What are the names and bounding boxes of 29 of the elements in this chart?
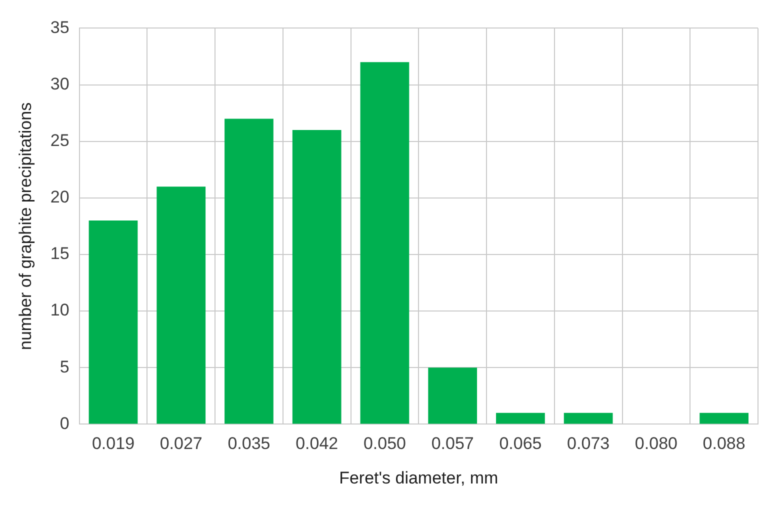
bar [428, 368, 478, 424]
x-tick-label: 0.073 [567, 434, 610, 454]
bar [496, 412, 545, 424]
y-tick-label: 0 [60, 414, 70, 433]
x-tick-label: 0.065 [499, 434, 542, 454]
bar [224, 118, 274, 424]
y-tick-label: 20 [50, 188, 70, 207]
x-tick-label: 0.027 [160, 434, 202, 454]
bar [360, 62, 410, 424]
y-tick-label: 15 [50, 244, 70, 264]
y-axis-title: number of graphite precipitations [16, 102, 35, 350]
bar [292, 130, 342, 424]
x-tick-label: 0.035 [228, 434, 270, 454]
y-tick-label: 30 [50, 74, 70, 94]
bar [156, 186, 206, 424]
y-tick-label: 10 [50, 300, 70, 320]
y-tick-label: 5 [60, 357, 70, 376]
bar [700, 412, 748, 424]
x-tick-label: 0.019 [92, 434, 135, 454]
x-tick-label: 0.050 [363, 434, 406, 454]
x-tick-label: 0.080 [634, 434, 678, 454]
x-tick-label: 0.088 [702, 434, 746, 454]
x-tick-label: 0.042 [296, 434, 338, 454]
y-tick-label: 35 [50, 18, 70, 37]
x-tick-label: 0.057 [431, 434, 474, 454]
y-tick-label: 25 [50, 131, 70, 150]
bar [564, 412, 613, 424]
bar [88, 220, 138, 424]
x-axis-title: Feret's diameter, mm [339, 468, 498, 488]
